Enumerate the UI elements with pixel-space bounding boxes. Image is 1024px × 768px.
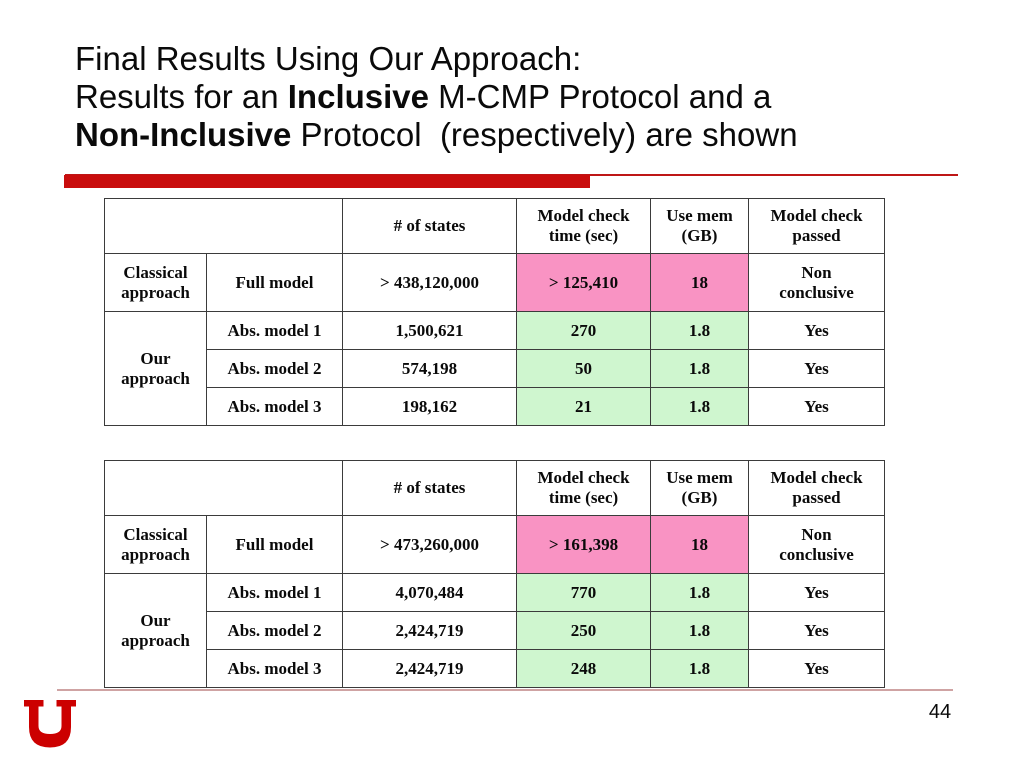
- footer-divider-line: [57, 689, 953, 691]
- cell-model-check-time: 770: [516, 573, 651, 612]
- table-row: Our approach Abs. model 1 4,070,484 770 1.8 Y…: [104, 573, 885, 688]
- cell-model-check-passed: Yes: [748, 649, 885, 688]
- cell-use-mem: 18: [650, 515, 749, 574]
- cell-model: Abs. model 3: [206, 387, 343, 426]
- university-of-utah-u-logo: [24, 700, 76, 748]
- cell-use-mem: 1.8: [650, 349, 749, 388]
- cell-approach-group: Classical approach: [104, 253, 207, 312]
- table-row: Abs. model 2 2,424,719 250 1.8 Yes: [105, 611, 885, 650]
- title-emphasis-text: Inclusive: [287, 78, 429, 115]
- header-empty-cell: [104, 198, 343, 254]
- cell-num-states: > 473,260,000: [342, 515, 517, 574]
- table-row: Abs. model 3 198,162 21 1.8 Yes: [105, 387, 885, 426]
- title-text: Protocol (respectively) are shown: [291, 116, 798, 153]
- title-line: Non-Inclusive Protocol (respectively) ar…: [75, 116, 798, 154]
- cell-model-check-passed: Non conclusive: [748, 253, 885, 312]
- header-num-states: # of states: [342, 460, 517, 516]
- cell-model-check-time: 250: [516, 611, 651, 650]
- header-row: # of states Model check time (sec) Use mem…: [104, 460, 885, 516]
- header-use-mem: Use mem (GB): [650, 198, 749, 254]
- header-num-states: # of states: [342, 198, 517, 254]
- cell-use-mem: 1.8: [650, 311, 749, 350]
- slide-title: Final Results Using Our Approach: Results…: [75, 40, 798, 154]
- cell-model: Full model: [206, 515, 343, 574]
- cell-model: Abs. model 1: [206, 573, 343, 612]
- cell-model: Abs. model 2: [206, 611, 343, 650]
- cell-model: Full model: [206, 253, 343, 312]
- header-model-check-passed: Model check passed: [748, 460, 885, 516]
- table-row: Abs. model 3 2,424,719 248 1.8 Yes: [105, 649, 885, 688]
- block-u-icon: [24, 700, 76, 748]
- cell-use-mem: 1.8: [650, 649, 749, 688]
- cell-model-check-passed: Yes: [748, 311, 885, 350]
- title-emphasis-text: Non-Inclusive: [75, 116, 292, 153]
- cell-num-states: 574,198: [342, 349, 517, 388]
- cell-model-check-passed: Yes: [748, 387, 885, 426]
- cell-approach-group: Our approach: [104, 311, 207, 426]
- cell-model-check-passed: Yes: [748, 573, 885, 612]
- header-use-mem: Use mem (GB): [650, 460, 749, 516]
- title-line: Final Results Using Our Approach:: [75, 40, 798, 78]
- cell-model-check-time: 21: [516, 387, 651, 426]
- cell-num-states: 1,500,621: [342, 311, 517, 350]
- header-model-check-time: Model check time (sec): [516, 460, 651, 516]
- header-empty-cell: [104, 460, 343, 516]
- cell-approach-group: Classical approach: [104, 515, 207, 574]
- cell-num-states: > 438,120,000: [342, 253, 517, 312]
- cell-model-check-time: > 161,398: [516, 515, 651, 574]
- title-line: Results for an Inclusive M-CMP Protocol …: [75, 78, 798, 116]
- header-model-check-time: Model check time (sec): [516, 198, 651, 254]
- cell-model: Abs. model 1: [206, 311, 343, 350]
- cell-num-states: 2,424,719: [342, 649, 517, 688]
- table-row: Our approach Abs. model 1 1,500,621 270 1.8 Y…: [104, 311, 885, 426]
- cell-model-check-time: 50: [516, 349, 651, 388]
- cell-model: Abs. model 2: [206, 349, 343, 388]
- cell-num-states: 198,162: [342, 387, 517, 426]
- results-table-inclusive-protocol-results: # of states Model check time (sec) Use mem…: [104, 198, 885, 426]
- cell-use-mem: 1.8: [650, 611, 749, 650]
- page-number: 44: [928, 701, 952, 723]
- cell-model-check-time: 270: [516, 311, 651, 350]
- title-underline-red-bar: [64, 175, 590, 188]
- title-text: Final Results Using Our Approach:: [75, 40, 582, 77]
- cell-model-check-passed: Yes: [748, 349, 885, 388]
- cell-num-states: 2,424,719: [342, 611, 517, 650]
- table-row: Classical approach Full model > 438,120,00…: [104, 253, 885, 312]
- results-table-non-inclusive-protocol-results: # of states Model check time (sec) Use mem…: [104, 460, 885, 688]
- title-text: Results for an: [75, 78, 288, 115]
- cell-num-states: 4,070,484: [342, 573, 517, 612]
- cell-use-mem: 1.8: [650, 573, 749, 612]
- cell-model-check-passed: Yes: [748, 611, 885, 650]
- cell-use-mem: 18: [650, 253, 749, 312]
- cell-model-check-time: 248: [516, 649, 651, 688]
- cell-model-check-time: > 125,410: [516, 253, 651, 312]
- header-model-check-passed: Model check passed: [748, 198, 885, 254]
- table-row: Abs. model 2 574,198 50 1.8 Yes: [105, 349, 885, 388]
- header-row: # of states Model check time (sec) Use mem…: [104, 198, 885, 254]
- cell-use-mem: 1.8: [650, 387, 749, 426]
- title-text: M-CMP Protocol and a: [429, 78, 772, 115]
- cell-approach-group: Our approach: [104, 573, 207, 688]
- table-row: Classical approach Full model > 473,260,00…: [104, 515, 885, 574]
- cell-model-check-passed: Non conclusive: [748, 515, 885, 574]
- cell-model: Abs. model 3: [206, 649, 343, 688]
